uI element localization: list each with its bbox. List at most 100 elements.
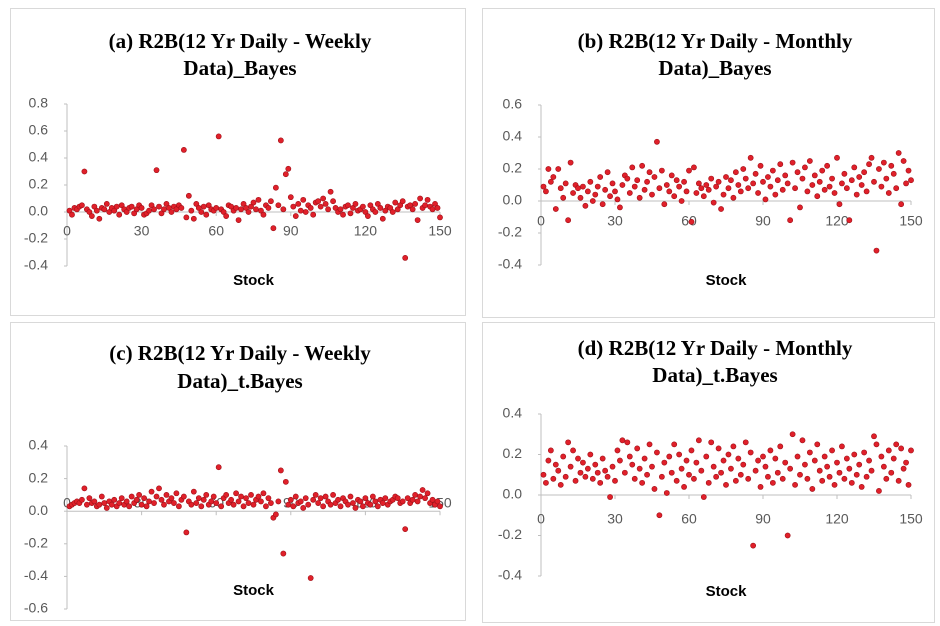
data-point (133, 496, 140, 503)
y-tick-label: 0.0 (503, 192, 523, 208)
data-point (282, 171, 289, 178)
data-point (762, 463, 769, 470)
data-point (617, 204, 623, 211)
data-point (83, 501, 90, 508)
data-point (735, 182, 742, 188)
data-point (617, 457, 623, 464)
data-point (592, 191, 599, 198)
data-point (631, 183, 638, 190)
data-point (841, 170, 848, 177)
data-point (153, 493, 160, 500)
data-point (138, 205, 145, 211)
data-point (565, 217, 572, 224)
data-point (91, 498, 98, 505)
data-point (725, 185, 732, 192)
data-point (168, 209, 175, 215)
data-point (265, 205, 272, 211)
data-point (656, 185, 663, 192)
data-point (587, 178, 594, 185)
data-point (673, 477, 680, 484)
data-point (814, 441, 821, 448)
data-point (552, 206, 559, 212)
data-point (846, 217, 853, 224)
data-point (772, 191, 779, 198)
x-tick-label: 60 (208, 223, 224, 239)
data-point (802, 164, 808, 171)
data-point (320, 195, 327, 202)
data-point (794, 453, 801, 460)
data-point (198, 503, 205, 510)
data-point (890, 455, 897, 462)
data-point (742, 439, 749, 446)
data-point (584, 188, 591, 195)
data-point (414, 498, 421, 505)
data-point (235, 217, 242, 223)
data-point (814, 193, 821, 200)
data-point (774, 469, 781, 476)
chart-title: (b) R2B(12 Yr Daily - Monthly (578, 29, 853, 53)
data-point (797, 204, 803, 211)
data-point (161, 206, 167, 213)
data-point (138, 501, 145, 508)
data-point (829, 447, 835, 454)
data-point (858, 483, 865, 490)
data-point (190, 215, 197, 222)
data-point (903, 459, 909, 466)
data-point (826, 183, 833, 190)
data-point (238, 493, 244, 500)
data-point (811, 457, 818, 464)
data-point (821, 186, 828, 193)
data-point (584, 465, 591, 472)
data-point (750, 180, 757, 187)
data-point (250, 501, 257, 508)
data-point (614, 196, 621, 203)
data-point (861, 449, 868, 456)
data-point (619, 182, 626, 188)
data-point (215, 133, 222, 140)
data-point (772, 455, 779, 462)
data-point (101, 500, 108, 506)
x-tick-label: 0 (537, 213, 545, 229)
y-tick-label: 0.4 (503, 128, 523, 144)
data-point (695, 180, 702, 187)
data-point (330, 198, 336, 205)
data-point (732, 169, 739, 176)
data-point (280, 206, 287, 213)
data-point (320, 503, 327, 510)
data-point (399, 498, 406, 505)
x-axis-title: Stock (233, 582, 275, 599)
data-point (853, 471, 860, 478)
data-point (784, 180, 791, 187)
data-point (123, 498, 130, 505)
data-point (871, 178, 877, 185)
data-point (101, 206, 108, 213)
data-point (769, 167, 776, 174)
data-point (297, 498, 304, 505)
data-point (287, 194, 294, 201)
data-point (69, 211, 75, 218)
data-point (245, 500, 252, 506)
data-point (310, 496, 317, 503)
data-point (868, 154, 875, 161)
data-point (379, 500, 386, 506)
data-point (272, 184, 279, 191)
data-point (809, 182, 816, 188)
data-point (649, 463, 655, 470)
data-point (599, 455, 606, 462)
data-point (337, 503, 344, 510)
data-point (816, 467, 823, 474)
data-point (103, 200, 110, 207)
data-point (96, 501, 103, 508)
data-point (831, 190, 838, 196)
y-tick-label: -0.2 (498, 224, 522, 240)
y-tick-label: -0.4 (24, 567, 48, 583)
data-point (402, 254, 409, 261)
data-point (577, 194, 584, 201)
data-point (315, 500, 322, 506)
data-point (183, 529, 190, 536)
data-point (275, 498, 282, 505)
x-axis-title: Stock (706, 583, 748, 600)
data-point (238, 206, 244, 213)
data-point (543, 479, 549, 486)
data-point (402, 526, 409, 533)
